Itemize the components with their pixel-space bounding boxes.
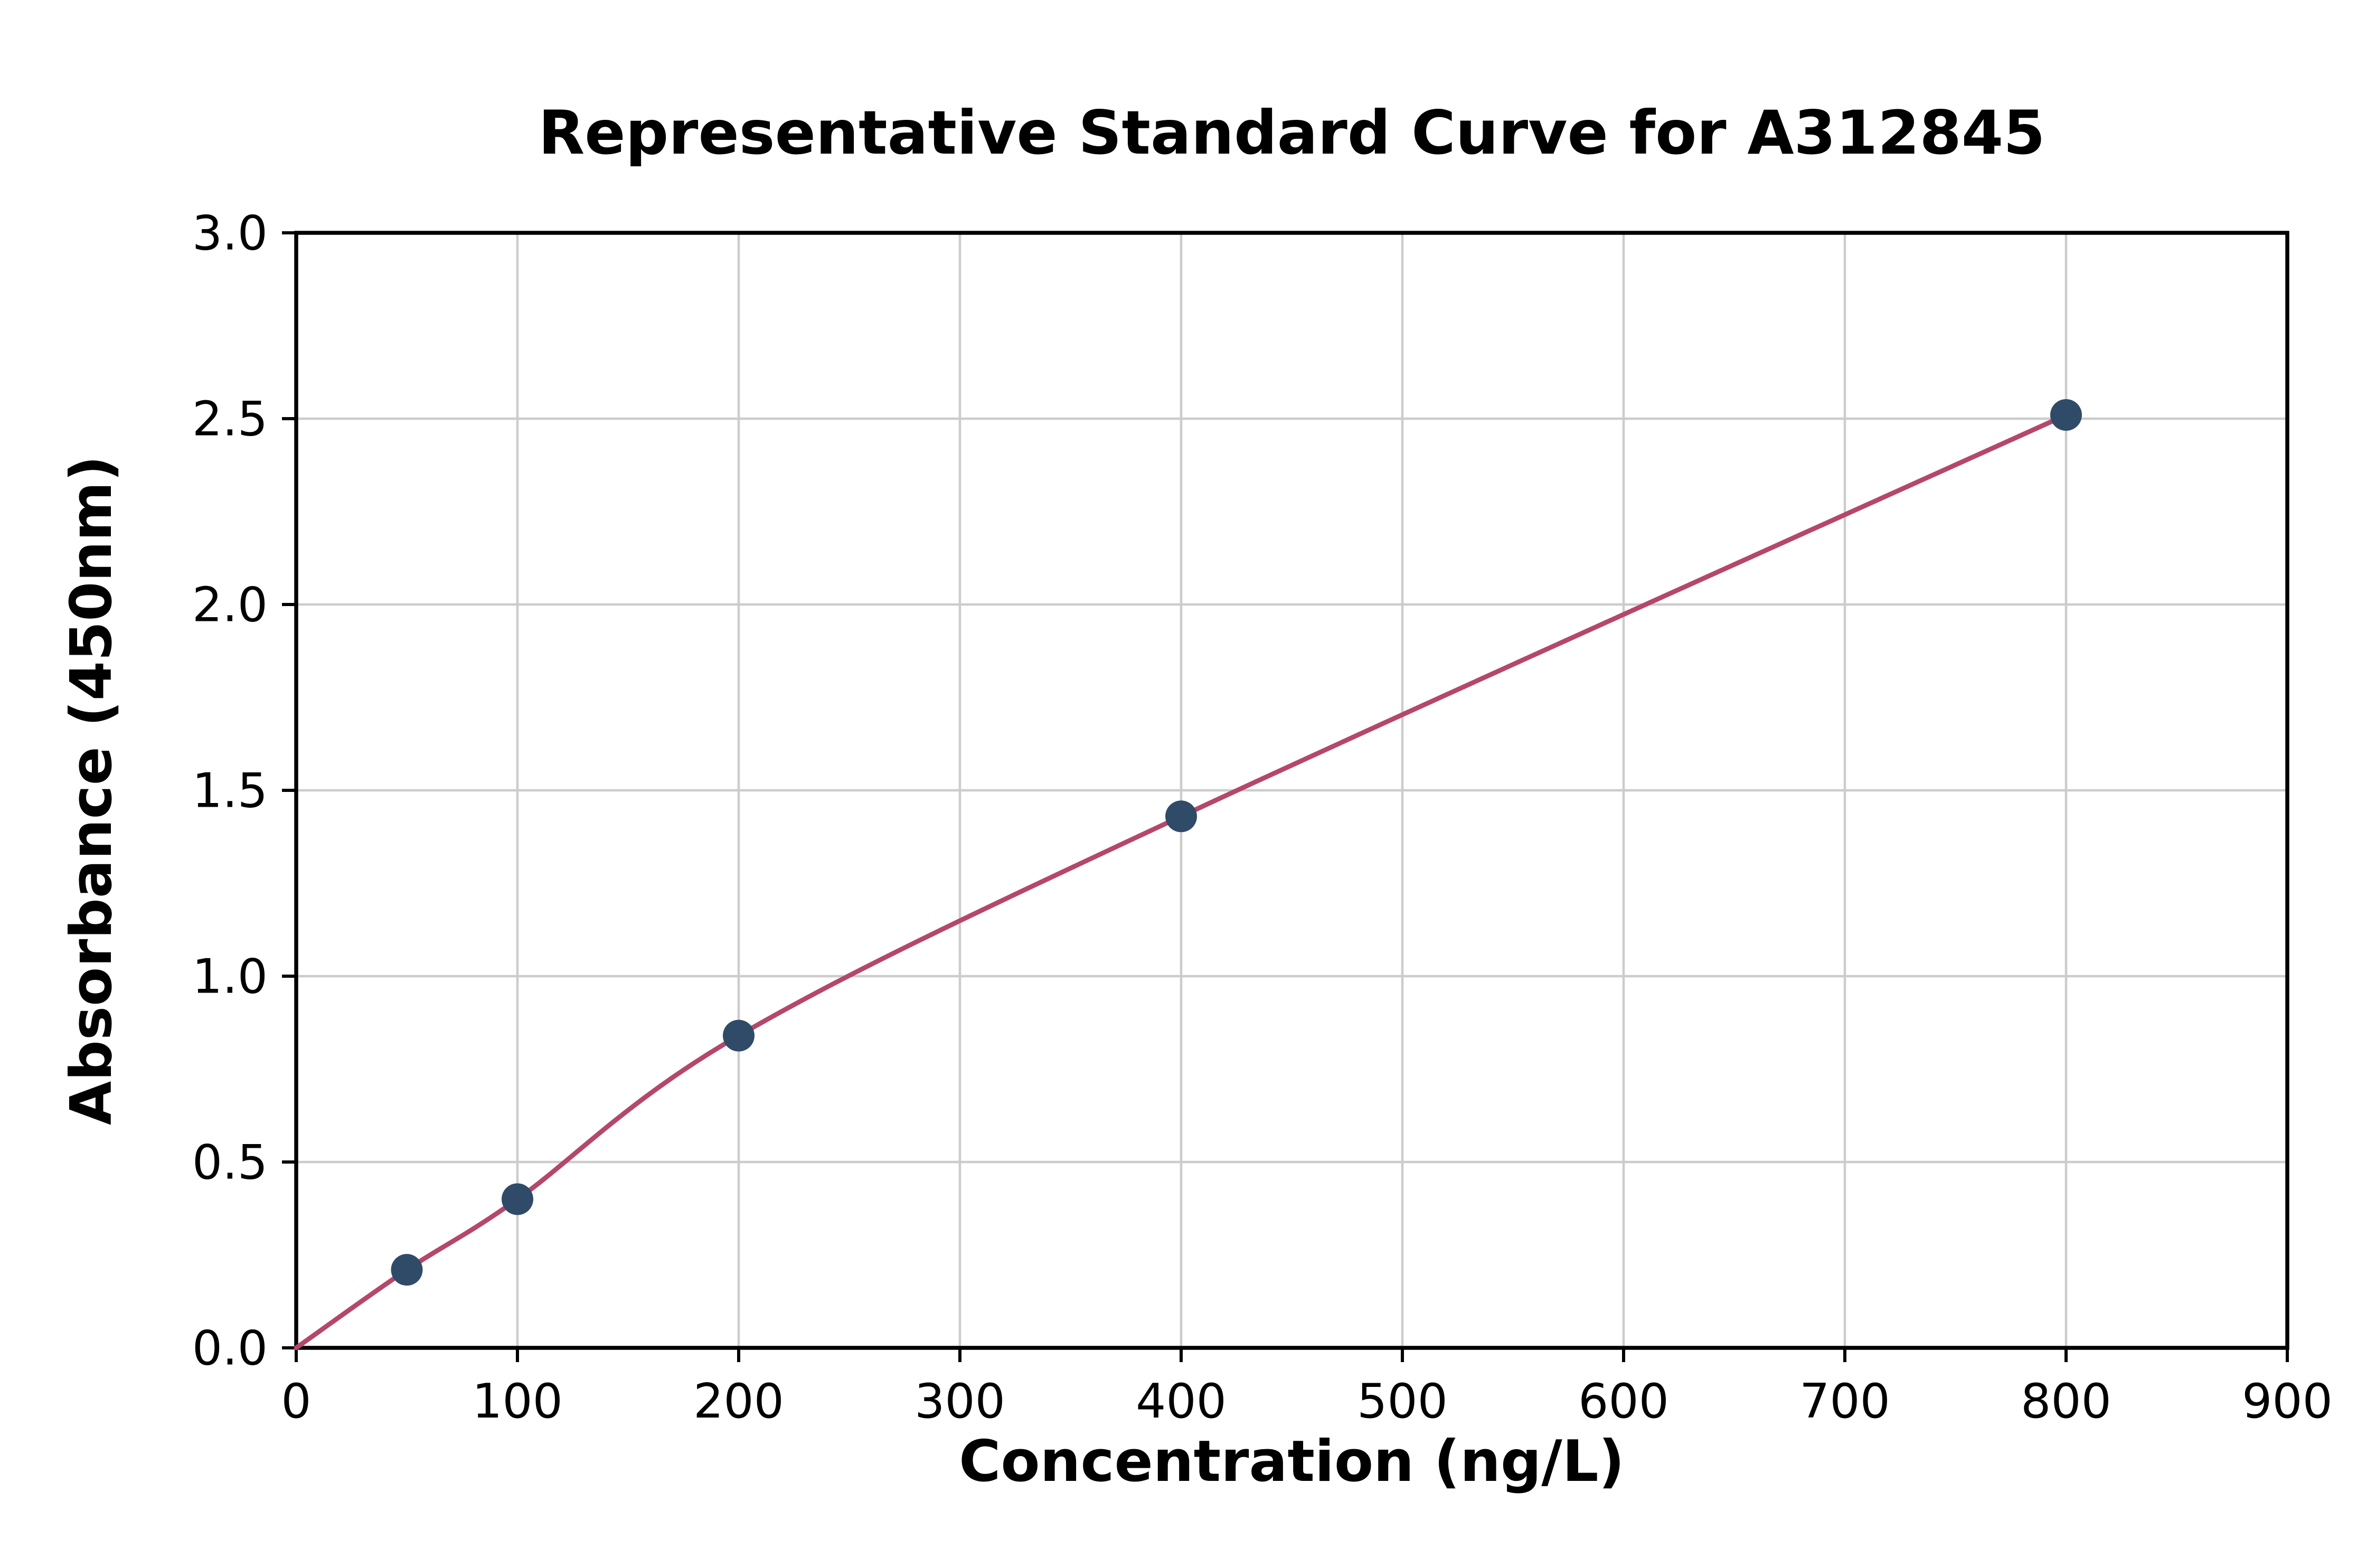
x-tick-label: 300 [914, 1374, 1005, 1429]
x-tick-label: 500 [1357, 1374, 1448, 1429]
fit-curve-line [294, 412, 2069, 1350]
y-tick-label: 2.5 [192, 392, 268, 447]
x-tick-label: 700 [1799, 1374, 1890, 1429]
axis-tick-marks [282, 231, 2289, 1362]
y-tick-label: 0.5 [192, 1135, 268, 1191]
x-tick-label: 400 [1136, 1374, 1227, 1429]
data-point [2050, 399, 2082, 431]
data-point [502, 1183, 533, 1215]
gridlines [295, 231, 2289, 1349]
data-point [723, 1019, 755, 1052]
y-tick-label: 1.5 [192, 763, 268, 819]
data-point [391, 1254, 423, 1286]
data-point [1165, 800, 1197, 833]
x-tick-label: 100 [472, 1374, 563, 1429]
x-tick-label: 900 [2242, 1374, 2333, 1429]
plot-border [294, 231, 2289, 1350]
x-tick-label: 200 [693, 1374, 784, 1429]
y-tick-label: 3.0 [192, 206, 268, 261]
y-tick-label: 1.0 [192, 949, 268, 1005]
y-axis-label: Absorbance (450nm) [59, 456, 125, 1125]
x-tick-label: 600 [1578, 1374, 1669, 1429]
x-tick-label: 800 [2021, 1374, 2111, 1429]
x-axis-label: Concentration (ng/L) [959, 1429, 1625, 1495]
y-tick-label: 2.0 [192, 578, 268, 633]
chart-title: Representative Standard Curve for A31284… [539, 98, 2045, 168]
x-tick-label: 0 [281, 1374, 311, 1429]
data-points [391, 399, 2082, 1286]
y-tick-label: 0.0 [192, 1321, 268, 1376]
tick-labels: 0 100 200 300 400 500 600 700 800 900 0.0 0.5 1.0 1.5… [192, 206, 2333, 1429]
